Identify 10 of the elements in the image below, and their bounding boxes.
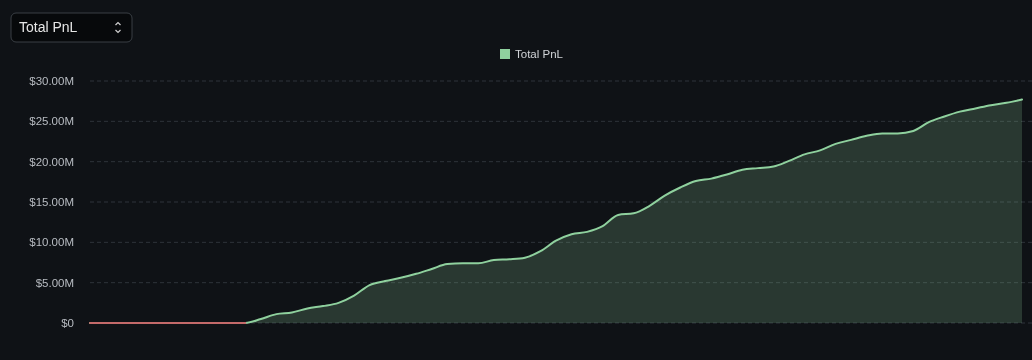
y-tick-label: $5.00M (35, 276, 74, 289)
y-tick-label: $15.00M (29, 196, 74, 209)
y-tick-label: $25.00M (29, 115, 74, 128)
y-tick-label: $0 (61, 317, 74, 330)
y-tick-label: $20.00M (29, 155, 74, 168)
chart-title: Total PnL (19, 19, 78, 35)
legend-label: Total PnL (515, 48, 564, 60)
dropdown-field: Total PnL (10, 12, 133, 43)
y-tick-label: $10.00M (29, 236, 74, 249)
y-tick-label: $30.00M (29, 75, 74, 88)
